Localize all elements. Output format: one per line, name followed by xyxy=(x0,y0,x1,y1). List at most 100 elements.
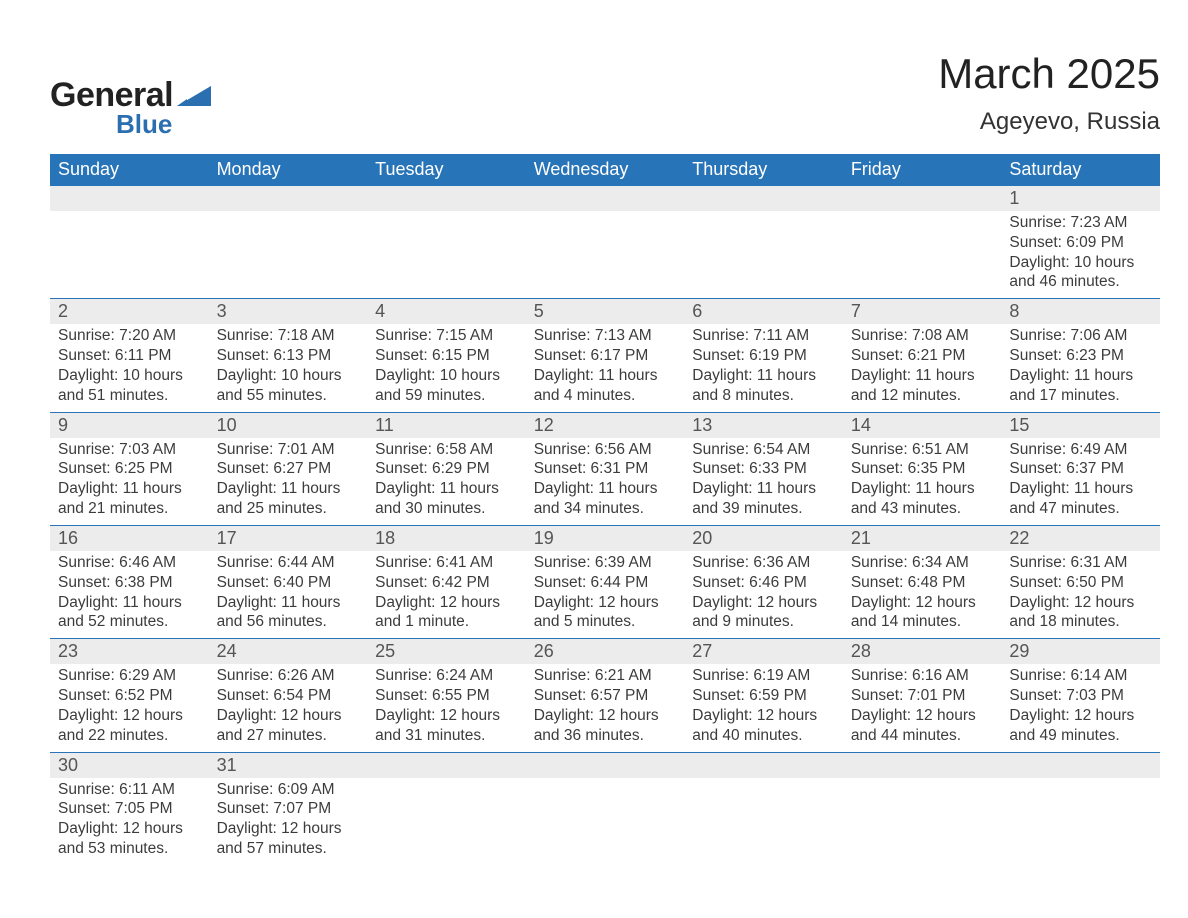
day-data: Sunrise: 7:15 AMSunset: 6:15 PMDaylight:… xyxy=(367,324,526,411)
day-data: Sunrise: 7:06 AMSunset: 6:23 PMDaylight:… xyxy=(1001,324,1160,411)
day-data xyxy=(209,211,368,219)
week-data-row: Sunrise: 6:11 AMSunset: 7:05 PMDaylight:… xyxy=(50,778,1160,865)
sunset-text: Sunset: 6:33 PM xyxy=(692,459,835,479)
sunrise-text: Sunrise: 7:15 AM xyxy=(375,326,518,346)
day-data xyxy=(367,778,526,786)
sunrise-text: Sunrise: 7:03 AM xyxy=(58,440,201,460)
day-number xyxy=(684,753,843,777)
sunset-text: Sunset: 6:52 PM xyxy=(58,686,201,706)
day-data: Sunrise: 6:14 AMSunset: 7:03 PMDaylight:… xyxy=(1001,664,1160,751)
weekday-header: Saturday xyxy=(1001,154,1160,186)
daylight-text: Daylight: 11 hours and 21 minutes. xyxy=(58,479,201,519)
daylight-text: Daylight: 11 hours and 30 minutes. xyxy=(375,479,518,519)
day-number xyxy=(843,186,1002,210)
sunrise-text: Sunrise: 6:49 AM xyxy=(1009,440,1152,460)
day-number: 2 xyxy=(50,299,209,324)
sunset-text: Sunset: 6:29 PM xyxy=(375,459,518,479)
day-number: 16 xyxy=(50,526,209,551)
sunset-text: Sunset: 7:07 PM xyxy=(217,799,360,819)
day-data: Sunrise: 6:19 AMSunset: 6:59 PMDaylight:… xyxy=(684,664,843,751)
daylight-text: Daylight: 12 hours and 57 minutes. xyxy=(217,819,360,859)
day-number: 25 xyxy=(367,639,526,664)
title-block: March 2025 Ageyevo, Russia xyxy=(938,50,1160,136)
day-number: 26 xyxy=(526,639,685,664)
daylight-text: Daylight: 10 hours and 55 minutes. xyxy=(217,366,360,406)
day-data: Sunrise: 6:29 AMSunset: 6:52 PMDaylight:… xyxy=(50,664,209,751)
day-number: 4 xyxy=(367,299,526,324)
day-data: Sunrise: 6:26 AMSunset: 6:54 PMDaylight:… xyxy=(209,664,368,751)
sunrise-text: Sunrise: 6:24 AM xyxy=(375,666,518,686)
sunrise-text: Sunrise: 7:01 AM xyxy=(217,440,360,460)
day-number xyxy=(526,186,685,210)
daylight-text: Daylight: 10 hours and 46 minutes. xyxy=(1009,253,1152,293)
sunset-text: Sunset: 6:55 PM xyxy=(375,686,518,706)
day-data: Sunrise: 7:13 AMSunset: 6:17 PMDaylight:… xyxy=(526,324,685,411)
brand-triangle-icon xyxy=(177,84,211,111)
daylight-text: Daylight: 12 hours and 14 minutes. xyxy=(851,593,994,633)
daylight-text: Daylight: 12 hours and 9 minutes. xyxy=(692,593,835,633)
week-data-row: Sunrise: 6:46 AMSunset: 6:38 PMDaylight:… xyxy=(50,551,1160,639)
sunrise-text: Sunrise: 6:54 AM xyxy=(692,440,835,460)
day-data xyxy=(684,211,843,219)
sunrise-text: Sunrise: 6:11 AM xyxy=(58,780,201,800)
sunset-text: Sunset: 6:38 PM xyxy=(58,573,201,593)
weekday-header-row: Sunday Monday Tuesday Wednesday Thursday… xyxy=(50,154,1160,186)
day-number xyxy=(367,186,526,210)
day-data: Sunrise: 7:20 AMSunset: 6:11 PMDaylight:… xyxy=(50,324,209,411)
day-number: 1 xyxy=(1001,186,1160,211)
daylight-text: Daylight: 11 hours and 34 minutes. xyxy=(534,479,677,519)
day-number xyxy=(1001,753,1160,777)
sunset-text: Sunset: 7:03 PM xyxy=(1009,686,1152,706)
day-number: 8 xyxy=(1001,299,1160,324)
sunrise-text: Sunrise: 6:44 AM xyxy=(217,553,360,573)
day-number: 19 xyxy=(526,526,685,551)
day-data: Sunrise: 6:56 AMSunset: 6:31 PMDaylight:… xyxy=(526,438,685,525)
month-title: March 2025 xyxy=(938,50,1160,98)
daylight-text: Daylight: 10 hours and 51 minutes. xyxy=(58,366,201,406)
sunrise-text: Sunrise: 6:26 AM xyxy=(217,666,360,686)
day-number: 18 xyxy=(367,526,526,551)
daylight-text: Daylight: 10 hours and 59 minutes. xyxy=(375,366,518,406)
daylight-text: Daylight: 11 hours and 39 minutes. xyxy=(692,479,835,519)
day-data xyxy=(526,211,685,219)
day-data: Sunrise: 6:34 AMSunset: 6:48 PMDaylight:… xyxy=(843,551,1002,638)
sunset-text: Sunset: 6:46 PM xyxy=(692,573,835,593)
day-data: Sunrise: 6:51 AMSunset: 6:35 PMDaylight:… xyxy=(843,438,1002,525)
sunset-text: Sunset: 6:50 PM xyxy=(1009,573,1152,593)
day-number: 10 xyxy=(209,413,368,438)
day-number xyxy=(50,186,209,210)
day-data: Sunrise: 7:23 AMSunset: 6:09 PMDaylight:… xyxy=(1001,211,1160,298)
daylight-text: Daylight: 12 hours and 31 minutes. xyxy=(375,706,518,746)
day-number: 23 xyxy=(50,639,209,664)
week-data-row: Sunrise: 6:29 AMSunset: 6:52 PM Daylight:… xyxy=(50,664,1160,752)
brand-logo: General Blue xyxy=(50,50,211,140)
week-daynum-row: 2345678 xyxy=(50,299,1160,325)
sunset-text: Sunset: 6:25 PM xyxy=(58,459,201,479)
week-data-row: Sunrise: 7:03 AMSunset: 6:25 PMDaylight:… xyxy=(50,438,1160,526)
week-data-row: Sunrise: 7:23 AMSunset: 6:09 PMDaylight:… xyxy=(50,211,1160,299)
day-number: 3 xyxy=(209,299,368,324)
week-daynum-row: 3031 xyxy=(50,752,1160,778)
day-data: Sunrise: 6:44 AMSunset: 6:40 PMDaylight:… xyxy=(209,551,368,638)
week-daynum-row: 23242526272829 xyxy=(50,639,1160,665)
day-number: 14 xyxy=(843,413,1002,438)
day-number: 29 xyxy=(1001,639,1160,664)
sunrise-text: Sunrise: 6:29 AM xyxy=(58,666,201,686)
day-data: Sunrise: 6:46 AMSunset: 6:38 PMDaylight:… xyxy=(50,551,209,638)
day-data: Sunrise: 6:21 AMSunset: 6:57 PMDaylight:… xyxy=(526,664,685,751)
day-number: 9 xyxy=(50,413,209,438)
weekday-header: Sunday xyxy=(50,154,209,186)
daylight-text: Daylight: 12 hours and 40 minutes. xyxy=(692,706,835,746)
sunrise-text: Sunrise: 6:31 AM xyxy=(1009,553,1152,573)
day-data: Sunrise: 6:24 AMSunset: 6:55 PMDaylight:… xyxy=(367,664,526,751)
sunset-text: Sunset: 6:40 PM xyxy=(217,573,360,593)
sunset-text: Sunset: 6:17 PM xyxy=(534,346,677,366)
day-data xyxy=(1001,778,1160,786)
sunrise-text: Sunrise: 7:18 AM xyxy=(217,326,360,346)
sunrise-text: Sunrise: 6:14 AM xyxy=(1009,666,1152,686)
sunrise-text: Sunrise: 7:20 AM xyxy=(58,326,201,346)
day-number: 11 xyxy=(367,413,526,438)
sunrise-text: Sunrise: 6:09 AM xyxy=(217,780,360,800)
sunset-text: Sunset: 6:11 PM xyxy=(58,346,201,366)
day-number: 17 xyxy=(209,526,368,551)
